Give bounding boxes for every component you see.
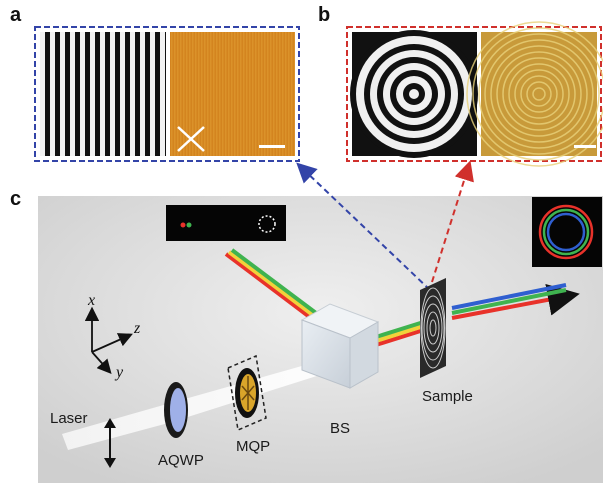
panel-b-border <box>346 26 602 162</box>
label-aqwp: AQWP <box>158 452 204 469</box>
input-beam <box>62 358 345 450</box>
scale-bar-a <box>259 145 285 148</box>
panel-a <box>34 26 300 162</box>
label-mqp: MQP <box>236 438 271 455</box>
label-sample: Sample <box>422 388 473 405</box>
concentric-rings-pattern <box>350 30 478 158</box>
axis-label-x: x <box>88 292 96 309</box>
grating-stripes-pattern <box>40 32 166 156</box>
axis-label-z: z <box>134 320 141 337</box>
beam-splitter-cube <box>300 303 380 389</box>
fine-rings <box>466 21 603 167</box>
scale-bar-b <box>574 145 596 148</box>
laser-polarization-arrow <box>104 418 116 468</box>
panel-a-border <box>34 26 300 162</box>
detector-inset-left <box>166 205 286 241</box>
mqp-element <box>227 354 267 432</box>
panel-letter-c: c <box>10 188 22 210</box>
coordinate-axes <box>84 306 133 375</box>
axis-label-y: y <box>116 364 124 381</box>
panel-b <box>346 21 603 167</box>
sample-plate <box>420 278 446 378</box>
polarization-cross-icon <box>177 126 205 152</box>
panel-letter-b: b <box>318 4 331 26</box>
detector-inset-right <box>532 197 602 267</box>
label-bs: BS <box>330 420 351 437</box>
output-beam <box>451 283 580 320</box>
panel-letter-a: a <box>10 4 22 26</box>
label-laser: Laser <box>50 410 88 427</box>
aqwp-element <box>164 382 188 438</box>
